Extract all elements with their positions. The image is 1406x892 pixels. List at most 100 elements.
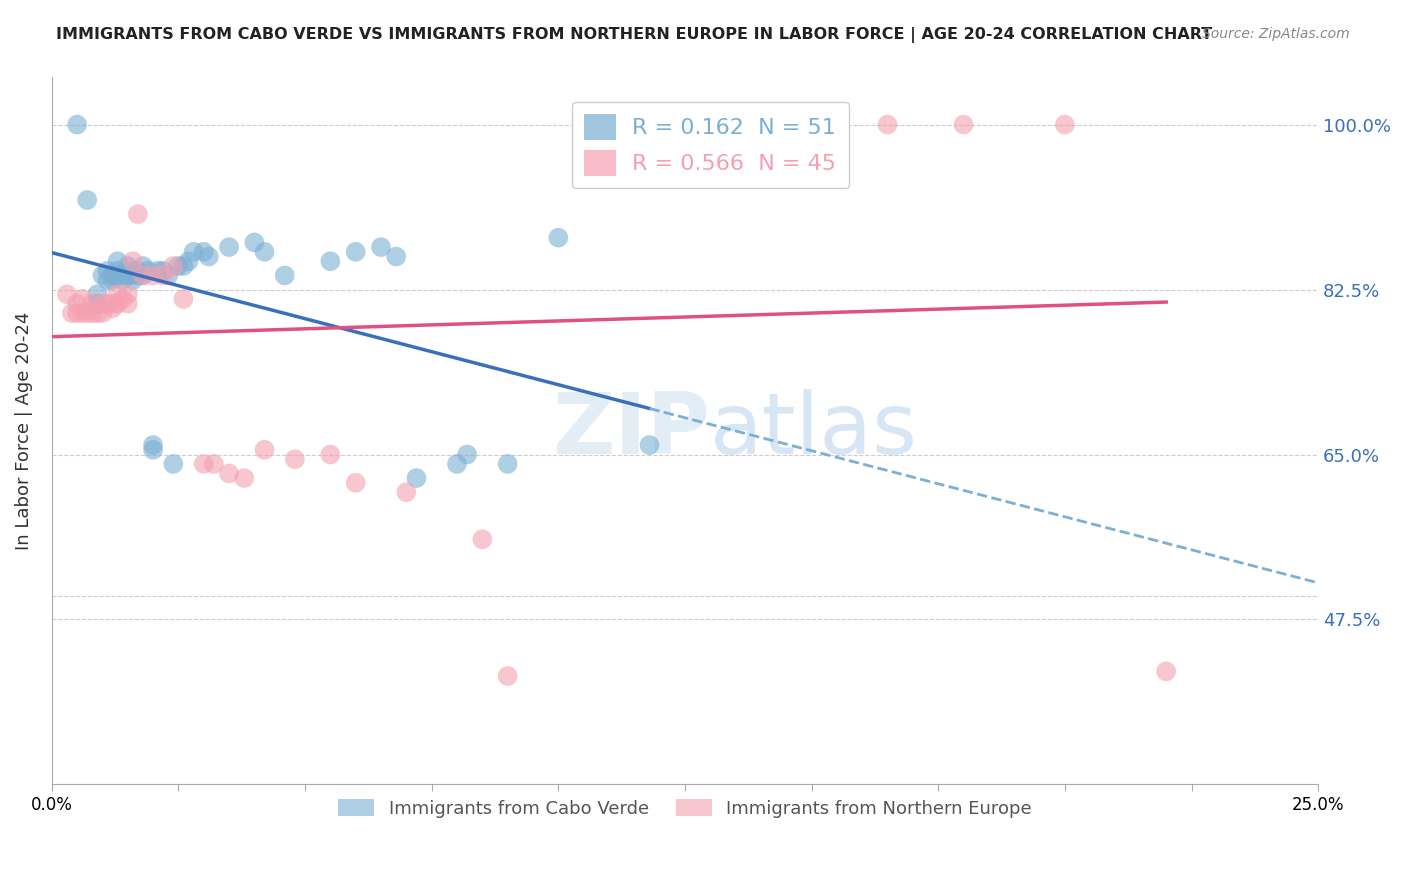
Text: IMMIGRANTS FROM CABO VERDE VS IMMIGRANTS FROM NORTHERN EUROPE IN LABOR FORCE | A: IMMIGRANTS FROM CABO VERDE VS IMMIGRANTS… <box>56 27 1212 43</box>
Point <box>598 118 620 132</box>
Point <box>86 296 108 310</box>
Point <box>177 254 200 268</box>
Point <box>152 263 174 277</box>
Point <box>107 268 129 283</box>
Y-axis label: In Labor Force | Age 20-24: In Labor Force | Age 20-24 <box>15 311 32 550</box>
Point <box>121 268 143 283</box>
Point <box>132 268 155 283</box>
Point <box>117 296 139 310</box>
Point <box>107 287 129 301</box>
Point <box>253 442 276 457</box>
Point <box>107 263 129 277</box>
Point <box>136 263 159 277</box>
Point <box>132 268 155 283</box>
Point <box>111 268 134 283</box>
Point <box>183 244 205 259</box>
Point <box>344 475 367 490</box>
Point <box>197 250 219 264</box>
Point <box>218 467 240 481</box>
Point <box>456 448 478 462</box>
Point <box>496 669 519 683</box>
Point <box>82 306 104 320</box>
Point <box>876 118 898 132</box>
Point <box>96 263 118 277</box>
Point <box>142 442 165 457</box>
Point <box>471 533 494 547</box>
Point <box>76 193 98 207</box>
Text: Source: ZipAtlas.com: Source: ZipAtlas.com <box>1202 27 1350 41</box>
Point <box>66 306 89 320</box>
Point <box>82 296 104 310</box>
Point <box>121 254 143 268</box>
Point <box>70 306 93 320</box>
Point <box>172 292 194 306</box>
Point <box>162 457 184 471</box>
Point <box>243 235 266 250</box>
Point <box>111 273 134 287</box>
Point <box>344 244 367 259</box>
Point <box>127 263 149 277</box>
Point <box>253 244 276 259</box>
Point <box>233 471 256 485</box>
Point <box>66 118 89 132</box>
Point <box>172 259 194 273</box>
Point <box>91 268 114 283</box>
Point <box>96 273 118 287</box>
Point <box>284 452 307 467</box>
Point <box>446 457 468 471</box>
Point <box>1154 665 1177 679</box>
Point <box>107 254 129 268</box>
Point <box>101 301 124 316</box>
Text: ZIP: ZIP <box>553 390 710 473</box>
Point <box>91 296 114 310</box>
Point <box>162 259 184 273</box>
Point <box>193 244 215 259</box>
Point <box>101 273 124 287</box>
Point <box>70 292 93 306</box>
Point <box>385 250 408 264</box>
Point <box>193 457 215 471</box>
Point <box>146 263 169 277</box>
Point <box>66 296 89 310</box>
Point <box>96 296 118 310</box>
Point <box>117 287 139 301</box>
Point <box>370 240 392 254</box>
Point <box>111 292 134 306</box>
Point <box>319 448 342 462</box>
Point <box>117 268 139 283</box>
Point <box>121 273 143 287</box>
Point <box>157 268 180 283</box>
Point <box>395 485 418 500</box>
Point <box>127 268 149 283</box>
Point <box>638 438 661 452</box>
Text: atlas: atlas <box>710 390 918 473</box>
Point <box>132 259 155 273</box>
Point <box>274 268 297 283</box>
Point <box>86 306 108 320</box>
Point <box>496 457 519 471</box>
Point <box>60 306 83 320</box>
Point <box>547 230 569 244</box>
Point <box>1053 118 1076 132</box>
Point <box>101 268 124 283</box>
Point <box>699 118 721 132</box>
Point <box>319 254 342 268</box>
Point <box>101 268 124 283</box>
Point <box>56 287 79 301</box>
Point <box>952 118 974 132</box>
Point <box>218 240 240 254</box>
Point <box>800 118 823 132</box>
Point <box>86 287 108 301</box>
Point <box>152 268 174 283</box>
Point <box>107 296 129 310</box>
Point <box>117 259 139 273</box>
Point <box>91 306 114 320</box>
Point <box>142 268 165 283</box>
Point <box>202 457 225 471</box>
Point <box>121 263 143 277</box>
Point <box>76 306 98 320</box>
Point <box>101 296 124 310</box>
Point <box>405 471 427 485</box>
Legend: Immigrants from Cabo Verde, Immigrants from Northern Europe: Immigrants from Cabo Verde, Immigrants f… <box>330 792 1039 825</box>
Point <box>127 207 149 221</box>
